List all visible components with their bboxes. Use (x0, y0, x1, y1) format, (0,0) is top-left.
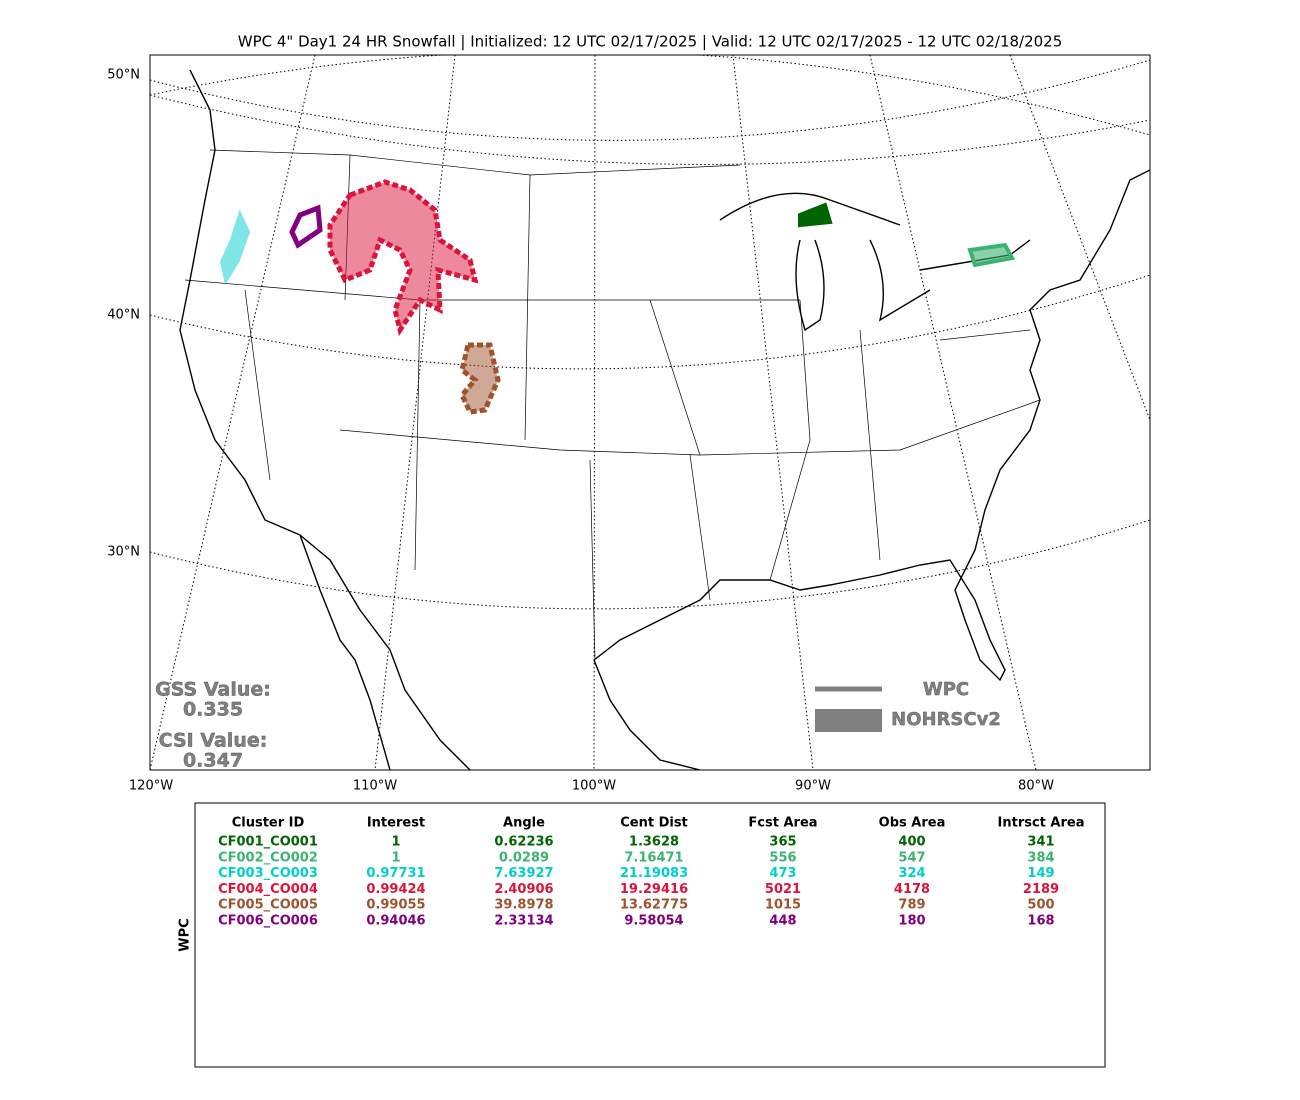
title: WPC 4" Day1 24 HR Snowfall | Initialized… (238, 33, 1063, 51)
lon-label: 100°W (572, 779, 616, 794)
table-cell: 341 (1027, 835, 1054, 850)
table-cell: 365 (769, 835, 796, 850)
table-cell: 9.58054 (624, 914, 683, 929)
table-cell: 1.3628 (629, 835, 679, 850)
table-cell: 180 (898, 914, 925, 929)
lon-label: 110°W (353, 779, 397, 794)
table-cell: CF002_CO002 (218, 850, 318, 865)
map: WPC NOHRSCv2 GSS Value: 0.335 CSI Value:… (149, 54, 1151, 772)
lat-label: 30°N (107, 545, 140, 560)
table-cell: 21.19083 (620, 866, 688, 881)
table-cell: 5021 (765, 882, 801, 897)
table-cell: 0.0289 (499, 850, 549, 865)
lon-label: 120°W (129, 779, 173, 794)
table-cell: 7.63927 (494, 866, 553, 881)
table-cell: 1015 (765, 898, 801, 913)
table-cell: 473 (769, 866, 796, 881)
table-cell: 324 (898, 866, 925, 881)
table-cell: 1 (391, 835, 400, 850)
score-label: GSS Value: (155, 679, 271, 701)
lat-label: 40°N (107, 308, 140, 323)
table-cell: 384 (1027, 850, 1054, 865)
table-cell: 500 (1027, 898, 1054, 913)
great-lakes (719, 192, 1031, 332)
table-side-label: WPC (178, 918, 193, 951)
table-cell: 4178 (894, 882, 930, 897)
table-cell: 400 (898, 835, 925, 850)
table-cell: 2.40906 (494, 882, 553, 897)
table-cell: 547 (898, 850, 925, 865)
table-cell: CF005_CO005 (218, 898, 318, 913)
table-header: Intrsct Area (998, 816, 1085, 831)
table-cell: 0.62236 (494, 835, 553, 850)
table-cell: 0.99424 (366, 882, 425, 897)
legend-label: NOHRSCv2 (891, 709, 1001, 730)
table-cell: 448 (769, 914, 796, 929)
parallel (150, 55, 1150, 136)
table-header: Obs Area (879, 816, 946, 831)
table-cell: 789 (898, 898, 925, 913)
cluster-area (967, 242, 1016, 268)
legend-label: WPC (923, 679, 969, 700)
table-header: Angle (503, 816, 545, 831)
map-frame (149, 54, 1151, 771)
state-borders (184, 149, 1041, 661)
table-cell: 19.29416 (620, 882, 688, 897)
score-label: CSI Value: (159, 730, 268, 752)
table-header: Interest (367, 816, 425, 831)
table-cell: 2189 (1023, 882, 1059, 897)
parallel (150, 59, 1150, 141)
table-cell: 13.62775 (620, 898, 688, 913)
table-cell: 0.99055 (366, 898, 425, 913)
cluster-area (289, 204, 323, 249)
table-frame (194, 802, 1106, 1068)
coastline (179, 69, 391, 770)
table-cell: 556 (769, 850, 796, 865)
table-cell: 2.33134 (494, 914, 553, 929)
cluster-area (459, 342, 501, 415)
parallel (150, 274, 1150, 370)
score-value: 0.347 (183, 750, 243, 772)
meridian (1009, 55, 1150, 421)
table-cell: CF006_CO006 (218, 914, 318, 929)
table-cell: 0.94046 (366, 914, 425, 929)
table-cell: 7.16471 (624, 850, 683, 865)
map-body (150, 55, 1150, 770)
table-cell: 0.97731 (366, 866, 425, 881)
legend-area (815, 709, 882, 732)
table-cell: 168 (1027, 914, 1054, 929)
parallel (150, 519, 1150, 610)
score-value: 0.335 (183, 699, 243, 721)
parallel (150, 94, 1150, 165)
cluster-area (219, 209, 251, 286)
lon-label: 90°W (795, 779, 831, 794)
table-cell: 39.8978 (494, 898, 553, 913)
table-header: Cent Dist (620, 816, 688, 831)
table-cell: CF003_CO003 (218, 866, 318, 881)
coastline (299, 534, 471, 770)
table-header: Cluster ID (232, 816, 305, 831)
table-cell: CF001_CO001 (218, 835, 318, 850)
table-cell: CF004_CO004 (218, 882, 318, 897)
table-cell: 149 (1027, 866, 1054, 881)
cluster-area (798, 202, 833, 228)
lon-label: 80°W (1018, 779, 1054, 794)
table-header: Fcst Area (748, 816, 817, 831)
table-cell: 1 (391, 850, 400, 865)
coastline (593, 659, 701, 770)
cluster-area (327, 179, 479, 337)
lat-label: 50°N (107, 68, 140, 83)
